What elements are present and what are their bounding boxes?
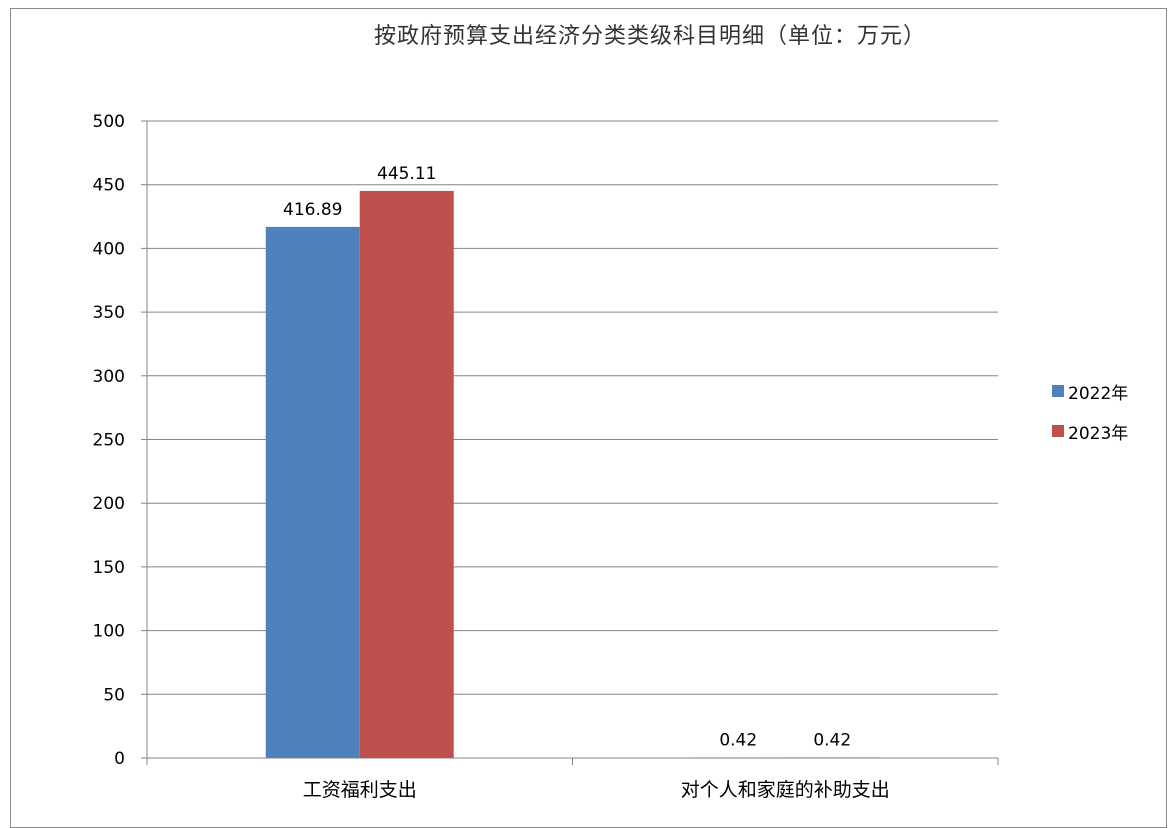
bar [359, 190, 454, 758]
x-category-label: 对个人和家庭的补助支出 [681, 779, 890, 801]
legend-item-2023: 2023年 [1052, 420, 1129, 444]
chart-title: 按政府预算支出经济分类类级科目明细（单位：万元） [373, 24, 926, 49]
bar [265, 226, 360, 758]
data-label: 416.89 [283, 200, 342, 220]
legend-label-2022: 2022年 [1068, 383, 1129, 404]
y-tick-label: 0 [114, 749, 125, 769]
data-label: 445.11 [377, 164, 436, 184]
y-tick-label: 350 [93, 303, 125, 323]
y-tick-label: 500 [93, 112, 125, 132]
data-label: 0.42 [813, 730, 851, 750]
legend-swatch-2022 [1052, 385, 1064, 397]
bar-chart: 0 50 100 150 200 250 300 350 400 450 500 工资福利支出 对个人和… [93, 112, 999, 801]
y-tick-label: 450 [93, 176, 125, 196]
y-tick-label: 300 [93, 367, 125, 387]
y-tick-label: 100 [93, 622, 125, 642]
y-tick-label: 150 [93, 558, 125, 578]
data-label: 0.42 [719, 730, 757, 750]
y-tick-label: 200 [93, 494, 125, 514]
legend-label-2023: 2023年 [1068, 423, 1129, 444]
legend-item-2022: 2022年 [1052, 380, 1129, 404]
legend-swatch-2023 [1052, 425, 1064, 437]
bar [691, 757, 786, 758]
y-tick-label: 50 [103, 685, 125, 705]
legend: 2022年 2023年 [1052, 380, 1128, 460]
x-category-label: 工资福利支出 [303, 779, 417, 801]
bar [785, 757, 880, 758]
y-tick-label: 400 [93, 239, 125, 259]
y-tick-label: 250 [93, 431, 125, 451]
